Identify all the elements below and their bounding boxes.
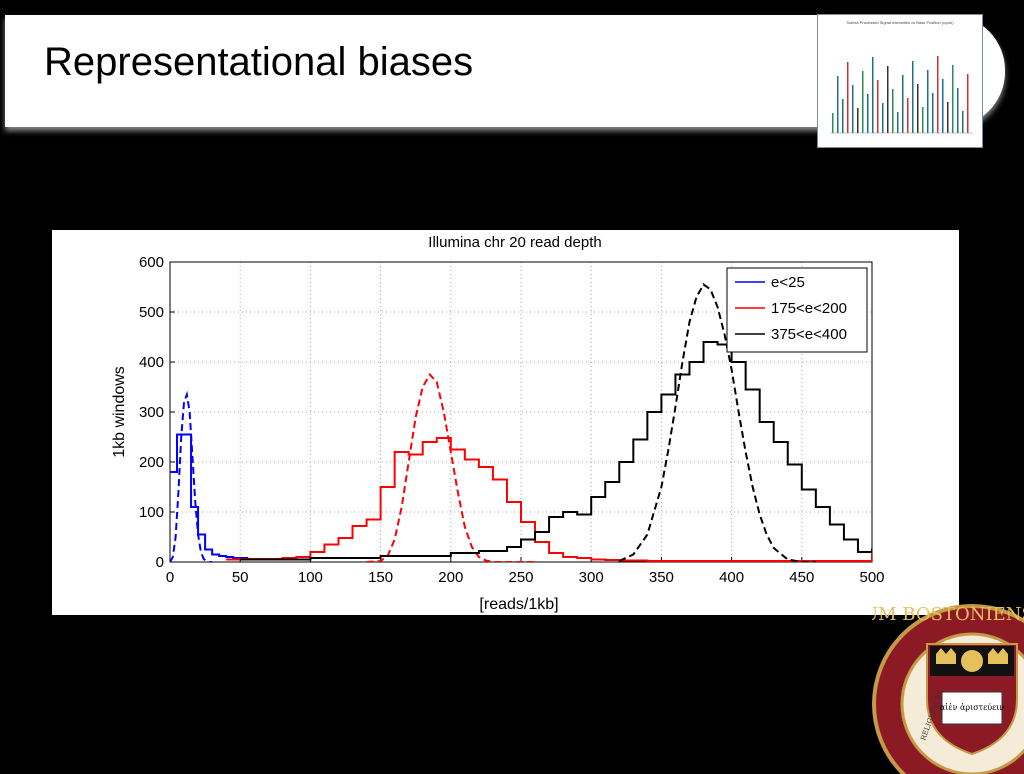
x-tick-label: 200	[438, 569, 463, 586]
thumbnail-bar	[947, 102, 949, 133]
thumbnail-bar	[887, 66, 889, 133]
seal-outer-text: COLLEGIUM BOSTONIENSE FUNDATUM	[872, 604, 1024, 625]
thumbnail-title: Solexa Processed Signal Intensities vs B…	[846, 20, 954, 25]
y-tick-label: 100	[139, 504, 164, 521]
series-line-5	[618, 283, 816, 562]
chart-title: Illumina chr 20 read depth	[428, 234, 601, 251]
legend: e<25 175<e<200 375<e<400	[726, 267, 868, 353]
thumbnail-bar	[852, 85, 854, 133]
seal-shield-text: αἰἐν ἀριστεύειν	[940, 703, 1005, 712]
x-tick-label: 300	[579, 569, 604, 586]
legend-label: e<25	[771, 274, 805, 291]
y-tick-label: 400	[139, 354, 164, 371]
x-axis-label: [reads/1kb]	[479, 596, 558, 613]
thumbnail-bar	[842, 99, 844, 133]
thumbnail-bar	[917, 84, 919, 133]
thumbnail-bar	[942, 79, 944, 133]
x-tick-label: 250	[508, 569, 533, 586]
y-tick-label: 300	[139, 404, 164, 421]
thumbnail-bar	[832, 113, 834, 133]
thumbnail-bar	[952, 65, 954, 133]
thumbnail-bar	[877, 80, 879, 133]
thumbnail-bar	[897, 112, 899, 133]
thumbnail-bar	[847, 62, 849, 133]
thumbnail-bar	[857, 108, 859, 133]
boston-college-seal: αἰἐν ἀριστεύειν RELIGIONI ET COLLEGIUM B…	[872, 604, 1024, 774]
thumbnail-bar	[927, 70, 929, 133]
thumbnail-bar	[967, 74, 969, 133]
legend-label: 175<e<200	[771, 300, 847, 317]
series-line-4	[240, 341, 872, 561]
x-tick-label: 150	[368, 569, 393, 586]
chart-panel: Illumina chr 20 read depth 0 50 100 150 200 2…	[52, 230, 959, 615]
thumbnail-bar	[937, 56, 939, 133]
x-tick-label: 500	[859, 569, 884, 586]
y-tick-label: 600	[139, 254, 164, 271]
y-tick-label: 500	[139, 304, 164, 321]
thumbnail-bar	[922, 107, 924, 133]
thumbnail-bar	[892, 89, 894, 133]
thumbnail-bar	[912, 61, 914, 133]
x-tick-label: 0	[166, 569, 174, 586]
thumbnail-bar	[902, 75, 904, 133]
y-tick-label: 0	[156, 554, 164, 571]
thumbnail-bar	[962, 111, 964, 133]
x-tick-label: 350	[649, 569, 674, 586]
y-axis-label: 1kb windows	[111, 366, 128, 458]
thumbnail-chart: Solexa Processed Signal Intensities vs B…	[817, 14, 983, 148]
thumbnail-bar	[882, 103, 884, 133]
thumbnail-bar	[907, 98, 909, 133]
thumbnail-bar	[932, 93, 934, 133]
thumbnail-bar	[862, 71, 864, 133]
series-line-0	[170, 433, 255, 560]
x-tick-label: 400	[719, 569, 744, 586]
slide-title: Representational biases	[44, 40, 474, 84]
y-tick-label: 200	[139, 454, 164, 471]
series-line-3	[366, 372, 536, 562]
thumbnail-bar	[867, 94, 869, 133]
x-tick-label: 100	[298, 569, 323, 586]
series-line-2	[226, 437, 872, 562]
x-tick-label: 50	[232, 569, 249, 586]
legend-label: 375<e<400	[771, 326, 847, 343]
thumbnail-bar	[837, 76, 839, 133]
thumbnail-bar	[957, 88, 959, 133]
thumbnail-bar	[872, 57, 874, 133]
x-tick-label: 450	[789, 569, 814, 586]
series-line-1	[170, 390, 213, 562]
